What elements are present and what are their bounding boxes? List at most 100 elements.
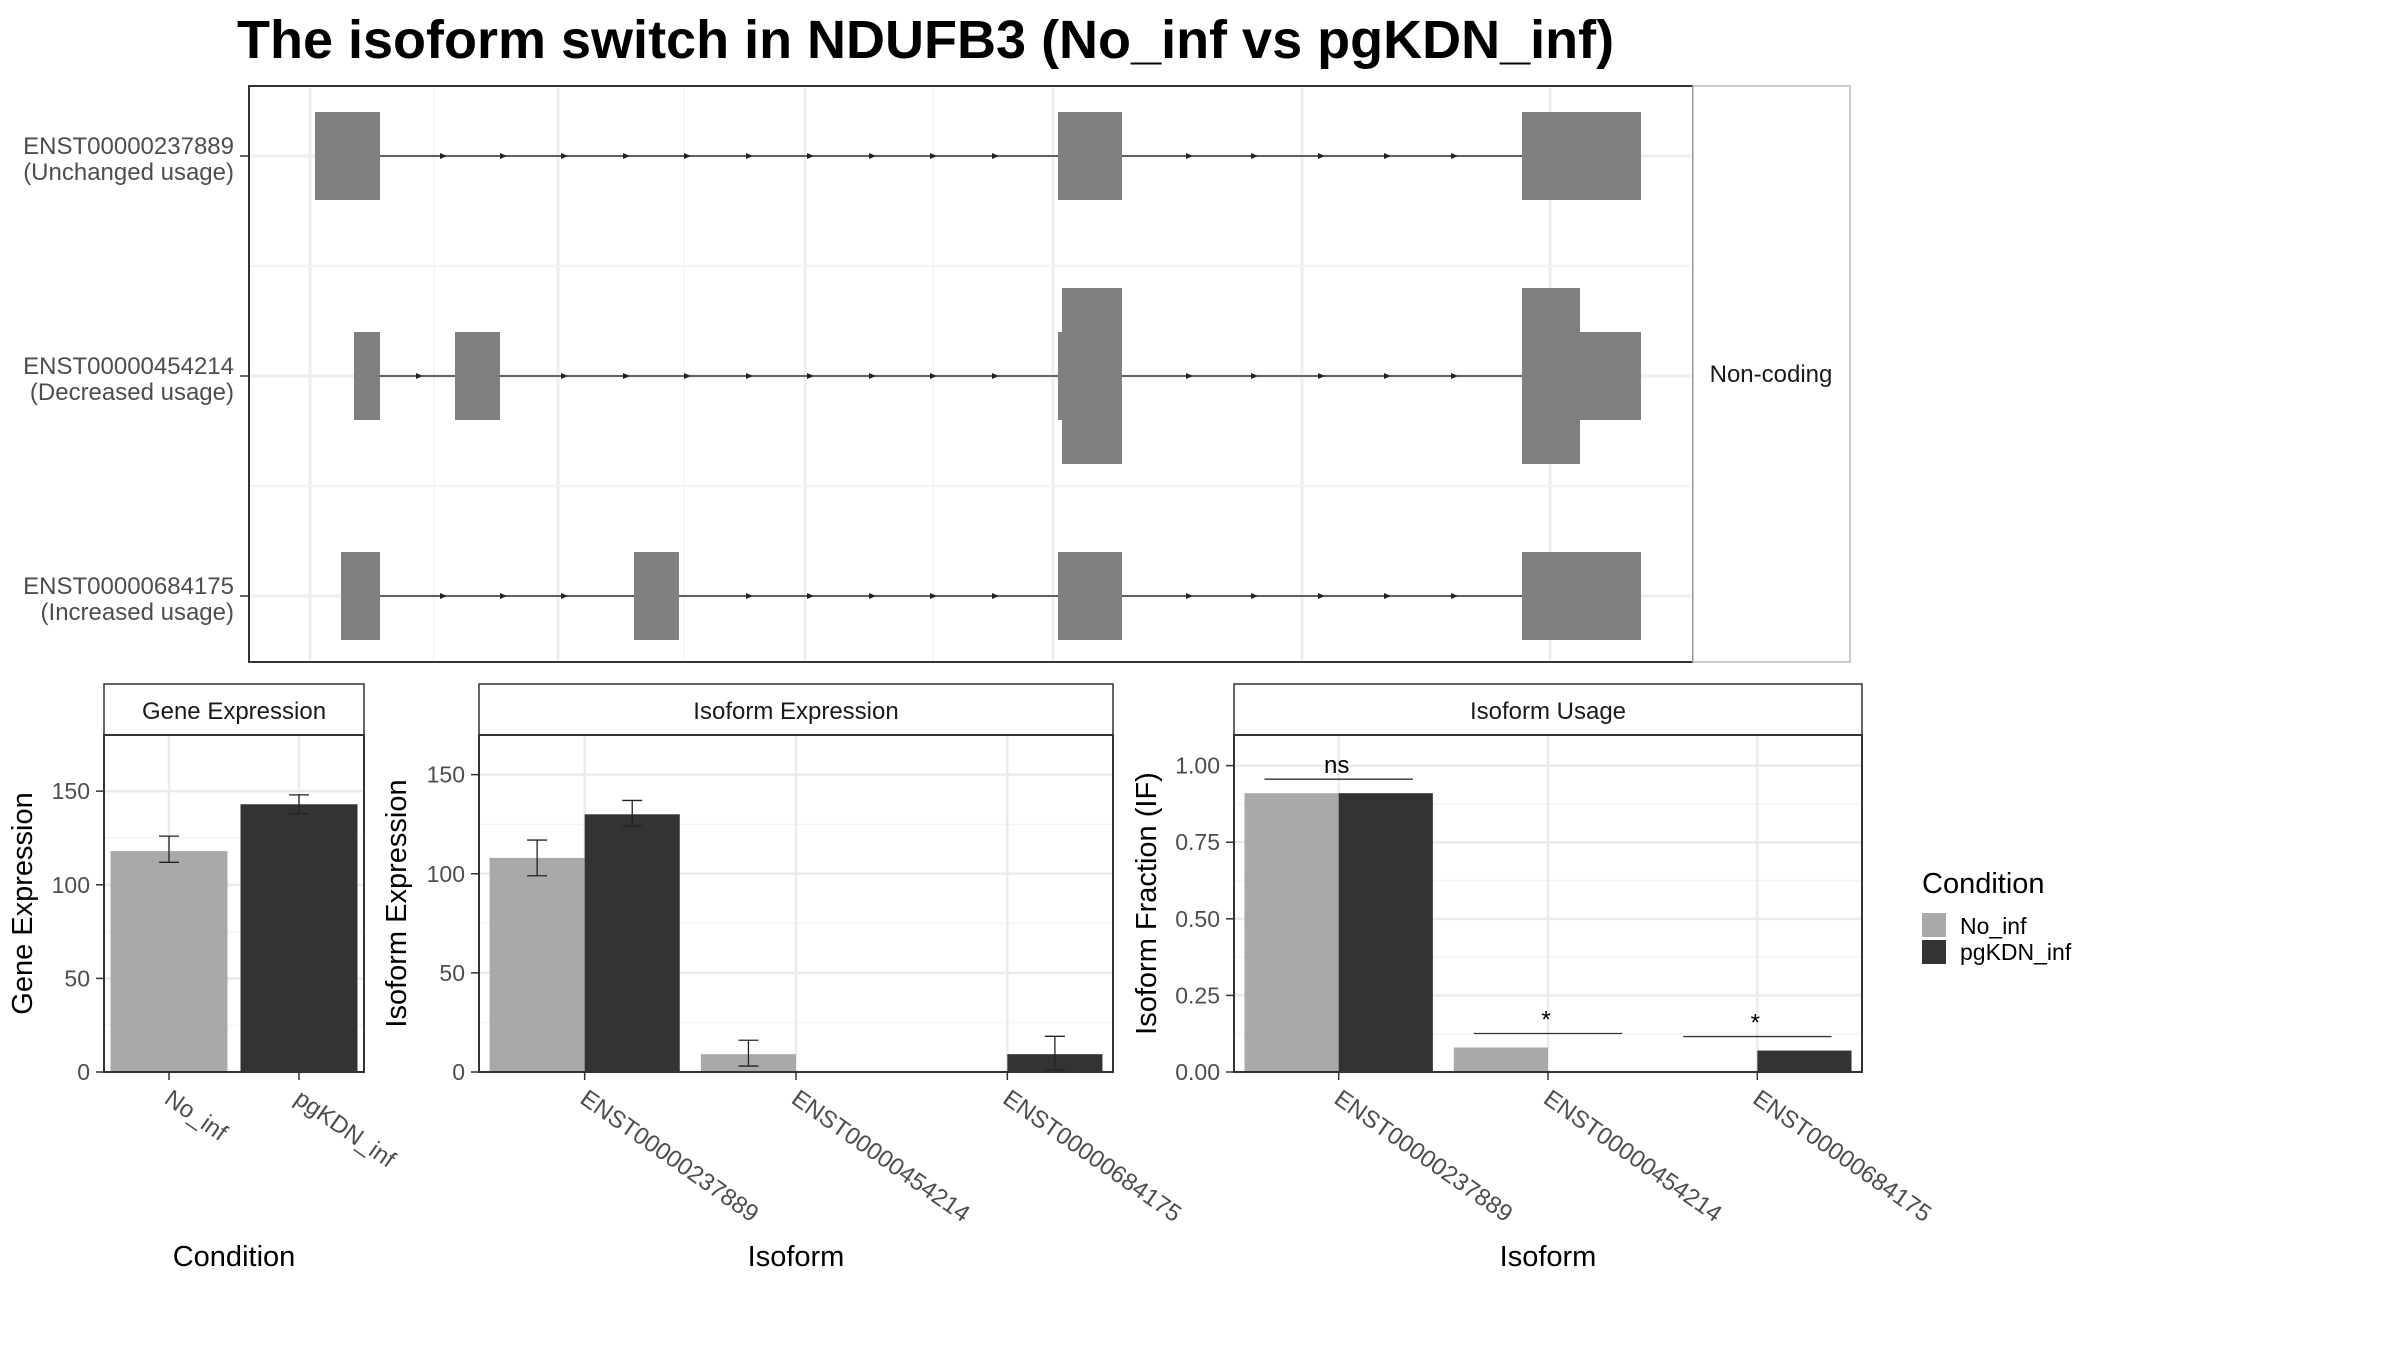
intron-direction-arrow: [684, 153, 691, 159]
exon-block: [1522, 552, 1641, 640]
intron-direction-arrow: [992, 373, 999, 379]
legend-label-no-inf: No_inf: [1960, 913, 2027, 939]
exon-block: [1522, 112, 1641, 200]
isoform-usage-label: (Decreased usage): [30, 379, 234, 406]
y-tick-label: 0.25: [1175, 982, 1220, 1008]
panel-strip-label: Isoform Expression: [693, 698, 898, 725]
y-tick-label: 150: [52, 778, 90, 804]
isoform-id-label: ENST00000684175: [23, 573, 234, 600]
intron-direction-arrow: [807, 373, 814, 379]
intron-direction-arrow: [1318, 373, 1325, 379]
y-axis-title: Gene Expression: [7, 792, 39, 1014]
figure-title: The isoform switch in NDUFB3 (No_inf vs …: [237, 10, 1614, 70]
legend-title: Condition: [1922, 868, 2045, 900]
isoform-id-label: ENST00000237889: [23, 133, 234, 160]
y-tick-label: 0.75: [1175, 829, 1220, 855]
exon-block: [634, 552, 679, 640]
isoform-usage-label: (Increased usage): [41, 599, 234, 626]
intron-direction-arrow: [1186, 373, 1193, 379]
significance-label: *: [1751, 1010, 1760, 1037]
bar: [489, 857, 585, 1072]
intron-direction-arrow: [992, 593, 999, 599]
intron-direction-arrow: [1451, 153, 1458, 159]
intron-direction-arrow: [869, 373, 876, 379]
legend-label-pgkdn-inf: pgKDN_inf: [1960, 939, 2072, 965]
y-axis-title: Isoform Expression: [381, 779, 413, 1027]
intron-direction-arrow: [807, 153, 814, 159]
legend-swatch-pgkdn-inf: [1922, 940, 1946, 964]
x-tick-label: ENST00000684175: [1748, 1085, 1936, 1228]
intron-direction-arrow: [440, 593, 447, 599]
intron-direction-arrow: [440, 153, 447, 159]
intron-direction-arrow: [1186, 593, 1193, 599]
intron-direction-arrow: [746, 373, 753, 379]
exon-block: [1058, 552, 1122, 640]
legend-swatch-no-inf: [1922, 913, 1946, 937]
bar: [1757, 1050, 1852, 1072]
intron-direction-arrow: [1384, 153, 1391, 159]
bar: [1244, 793, 1339, 1072]
intron-direction-arrow: [1318, 153, 1325, 159]
x-axis-title: Condition: [173, 1241, 296, 1273]
intron-direction-arrow: [930, 593, 937, 599]
y-tick-label: 0: [452, 1059, 465, 1085]
gene-expression-panel: Gene Expression 0 50 100 150 No_inf pgKDN_inf C…: [7, 683, 401, 1273]
x-tick-label: ENST00000454214: [787, 1085, 975, 1228]
isoform-id-label: ENST00000454214: [23, 353, 234, 380]
y-tick-label: 50: [439, 960, 465, 986]
exon-block: [1058, 332, 1062, 420]
intron-direction-arrow: [746, 153, 753, 159]
isoform-expression-panel: Isoform Expression 0 50 100 150 ENST000002378…: [381, 683, 1186, 1273]
intron-direction-arrow: [623, 153, 630, 159]
isoform-usage-label: (Unchanged usage): [23, 159, 234, 186]
x-tick-label: pgKDN_inf: [290, 1085, 401, 1174]
intron-direction-arrow: [1384, 593, 1391, 599]
intron-direction-arrow: [930, 153, 937, 159]
bar: [1453, 1047, 1548, 1072]
y-tick-label: 1.00: [1175, 753, 1220, 779]
y-tick-label: 0: [77, 1059, 90, 1085]
y-tick-label: 50: [64, 965, 90, 991]
y-tick-label: 150: [427, 762, 465, 788]
exon-block: [354, 332, 380, 420]
bar: [110, 851, 228, 1072]
bar: [240, 804, 358, 1072]
legend: Condition No_inf pgKDN_inf: [1922, 868, 2072, 965]
intron-direction-arrow: [746, 593, 753, 599]
panel-strip-label: Isoform Usage: [1470, 698, 1626, 725]
intron-direction-arrow: [500, 153, 507, 159]
panel-strip: [478, 683, 1114, 736]
exon-block: [1580, 332, 1641, 420]
intron-direction-arrow: [1251, 373, 1258, 379]
panel-strip-label: Gene Expression: [142, 698, 326, 725]
exon-block: [315, 112, 380, 200]
x-axis-title: Isoform: [748, 1241, 845, 1273]
exon-block: [1522, 288, 1580, 464]
intron-direction-arrow: [1251, 153, 1258, 159]
intron-direction-arrow: [500, 593, 507, 599]
intron-direction-arrow: [869, 593, 876, 599]
intron-direction-arrow: [1451, 593, 1458, 599]
y-axis-title: Isoform Fraction (IF): [1131, 772, 1163, 1035]
panel-strip: [103, 683, 365, 736]
exon-block: [1058, 112, 1122, 200]
y-tick-label: 100: [52, 872, 90, 898]
structure-strip-label: Non-coding: [1710, 361, 1833, 388]
plot-border: [103, 734, 365, 1073]
bar: [584, 814, 680, 1072]
exon-block: [1062, 288, 1122, 464]
x-tick-label: ENST00000237889: [1329, 1085, 1517, 1228]
intron-direction-arrow: [992, 153, 999, 159]
intron-direction-arrow: [1451, 373, 1458, 379]
significance-label: ns: [1324, 752, 1349, 779]
bar: [1338, 793, 1433, 1072]
intron-direction-arrow: [684, 373, 691, 379]
isoform-usage-panel: Isoform Usage ns * * 0.00 0.25 0.50 0.75 1.00 ENS…: [1131, 683, 1936, 1273]
exon-block: [341, 552, 380, 640]
intron-direction-arrow: [1384, 373, 1391, 379]
intron-direction-arrow: [623, 373, 630, 379]
intron-direction-arrow: [561, 373, 568, 379]
x-axis-title: Isoform: [1500, 1241, 1597, 1273]
x-tick-label: No_inf: [160, 1085, 233, 1147]
y-tick-label: 0.50: [1175, 906, 1220, 932]
